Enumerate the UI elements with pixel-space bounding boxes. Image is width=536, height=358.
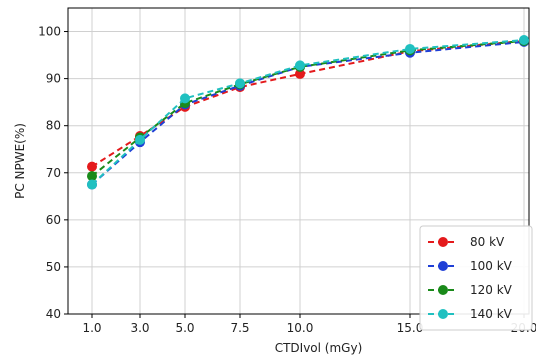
data-point	[87, 171, 97, 182]
x-axis-ticks: 1.03.05.07.510.015.020.0	[82, 314, 536, 335]
x-axis-label: CTDIvol (mGy)	[275, 341, 363, 355]
x-tick-label: 15.0	[397, 321, 424, 335]
series-line	[91, 39, 525, 186]
y-tick-label: 100	[38, 25, 61, 39]
y-tick-label: 50	[46, 260, 61, 274]
legend: 80 kV 100 kV 120 kV 140 kV	[419, 225, 533, 331]
y-tick-label: 90	[46, 72, 61, 86]
series-layer	[87, 35, 529, 190]
y-tick-label: 70	[46, 166, 61, 180]
x-tick-label: 7.5	[230, 321, 249, 335]
legend-marker	[438, 309, 448, 319]
y-tick-label: 80	[46, 119, 61, 133]
data-point	[295, 68, 305, 79]
y-axis-ticks: 40 50 60 70 80 90 100	[38, 25, 68, 321]
data-point	[180, 93, 190, 104]
data-point	[87, 161, 97, 172]
x-tick-label: 10.0	[287, 321, 314, 335]
series-120-kv	[87, 35, 529, 182]
data-point	[87, 179, 97, 190]
plot-area	[67, 7, 530, 315]
legend-marker	[438, 237, 448, 247]
y-tick-label: 60	[46, 213, 61, 227]
data-point	[519, 35, 529, 46]
legend-label: 100 kV	[470, 259, 513, 273]
series-80-kv	[87, 35, 529, 172]
data-point	[405, 43, 415, 54]
y-tick-label: 40	[46, 307, 61, 321]
data-point	[295, 60, 305, 71]
legend-label: 80 kV	[470, 235, 505, 249]
series-line	[91, 39, 525, 168]
legend-marker	[438, 261, 448, 271]
data-point	[235, 78, 245, 89]
legend-label: 120 kV	[470, 283, 513, 297]
x-tick-label: 3.0	[130, 321, 149, 335]
series-line	[91, 39, 525, 177]
data-point	[135, 134, 145, 145]
legend-box	[419, 225, 533, 331]
series-100-kv	[87, 36, 529, 190]
legend-marker	[438, 285, 448, 295]
x-tick-label: 1.0	[82, 321, 101, 335]
series-140-kv	[87, 35, 529, 190]
legend-label: 140 kV	[470, 307, 513, 321]
y-axis-label: PC NPWE(%)	[13, 123, 27, 199]
x-tick-label: 5.0	[175, 321, 194, 335]
